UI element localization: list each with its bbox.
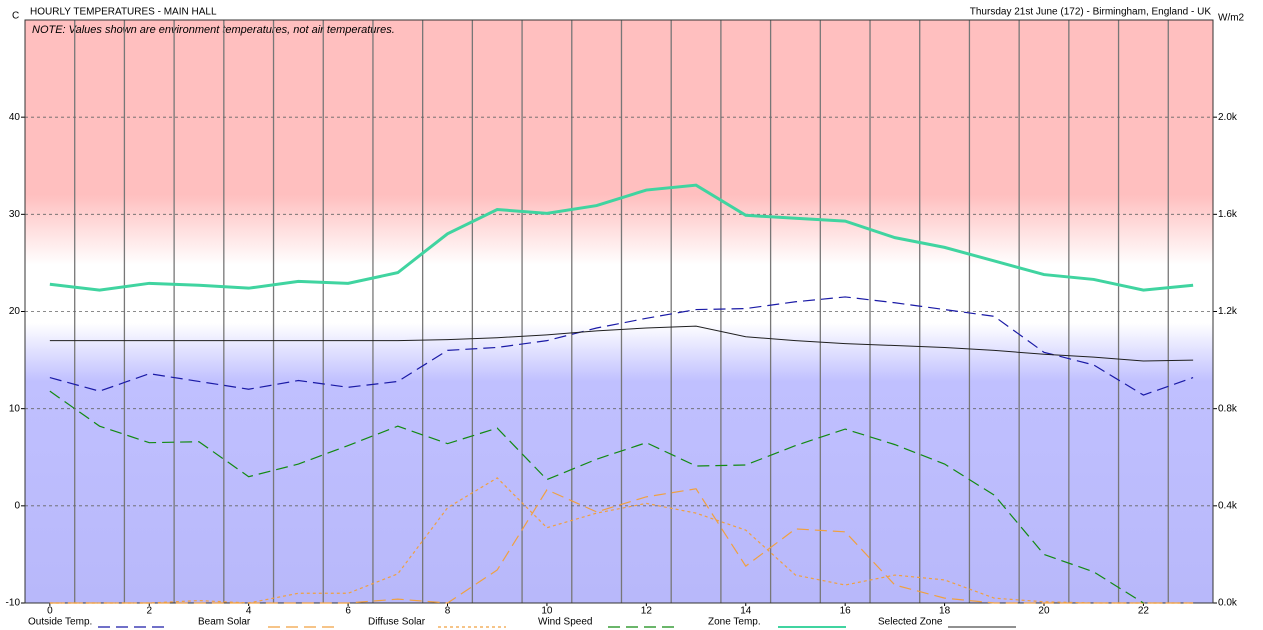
series-line [49,325,1194,362]
x-tick-label: 0 [47,606,53,617]
y2-tick-label: 0.8k [1218,403,1238,414]
y-tick-label: 20 [9,306,21,317]
y-tick-label: 0 [14,500,20,511]
x-tick-label: 6 [345,606,351,617]
plot-frame [24,19,1214,604]
series-line [49,390,1144,604]
y-tick-label: -10 [6,598,21,609]
x-tick-label: 16 [840,606,852,617]
y2-tick-label: 1.2k [1218,306,1238,317]
y-tick-label: 30 [9,209,21,220]
x-tick-label: 8 [445,606,451,617]
y2-tick-label: 2.0k [1218,112,1238,123]
chart-title: HOURLY TEMPERATURES - MAIN HALL [30,7,217,18]
y2-axis-label: W/m2 [1218,13,1245,24]
annotation: NOTE: Values shown are environment tempe… [32,24,395,36]
x-tick-label: 22 [1138,606,1150,617]
chart-subtitle: Thursday 21st June (172) - Birmingham, E… [970,7,1212,18]
series-line [49,183,1194,292]
x-tick-label: 2 [146,606,152,617]
y2-tick-label: 0.0k [1218,598,1238,609]
x-tick-label: 18 [939,606,951,617]
y2-tick-label: 0.4k [1218,500,1238,511]
legend-label: Diffuse Solar [368,617,426,628]
x-tick-label: 14 [740,606,752,617]
series-line [49,488,1194,604]
y-tick-label: 40 [9,112,21,123]
legend-label: Wind Speed [538,617,592,628]
x-tick-label: 12 [641,606,653,617]
legend-label: Beam Solar [198,617,251,628]
legend-label: Zone Temp. [708,617,761,628]
y2-tick-label: 1.6k [1218,209,1238,220]
legend-label: Selected Zone [878,617,943,628]
y-axis-label: C [12,11,19,22]
x-tick-label: 4 [246,606,252,617]
series-line [49,296,1194,396]
y-tick-label: 10 [9,403,21,414]
x-tick-label: 10 [541,606,553,617]
legend-label: Outside Temp. [28,617,92,628]
x-tick-label: 20 [1038,606,1050,617]
